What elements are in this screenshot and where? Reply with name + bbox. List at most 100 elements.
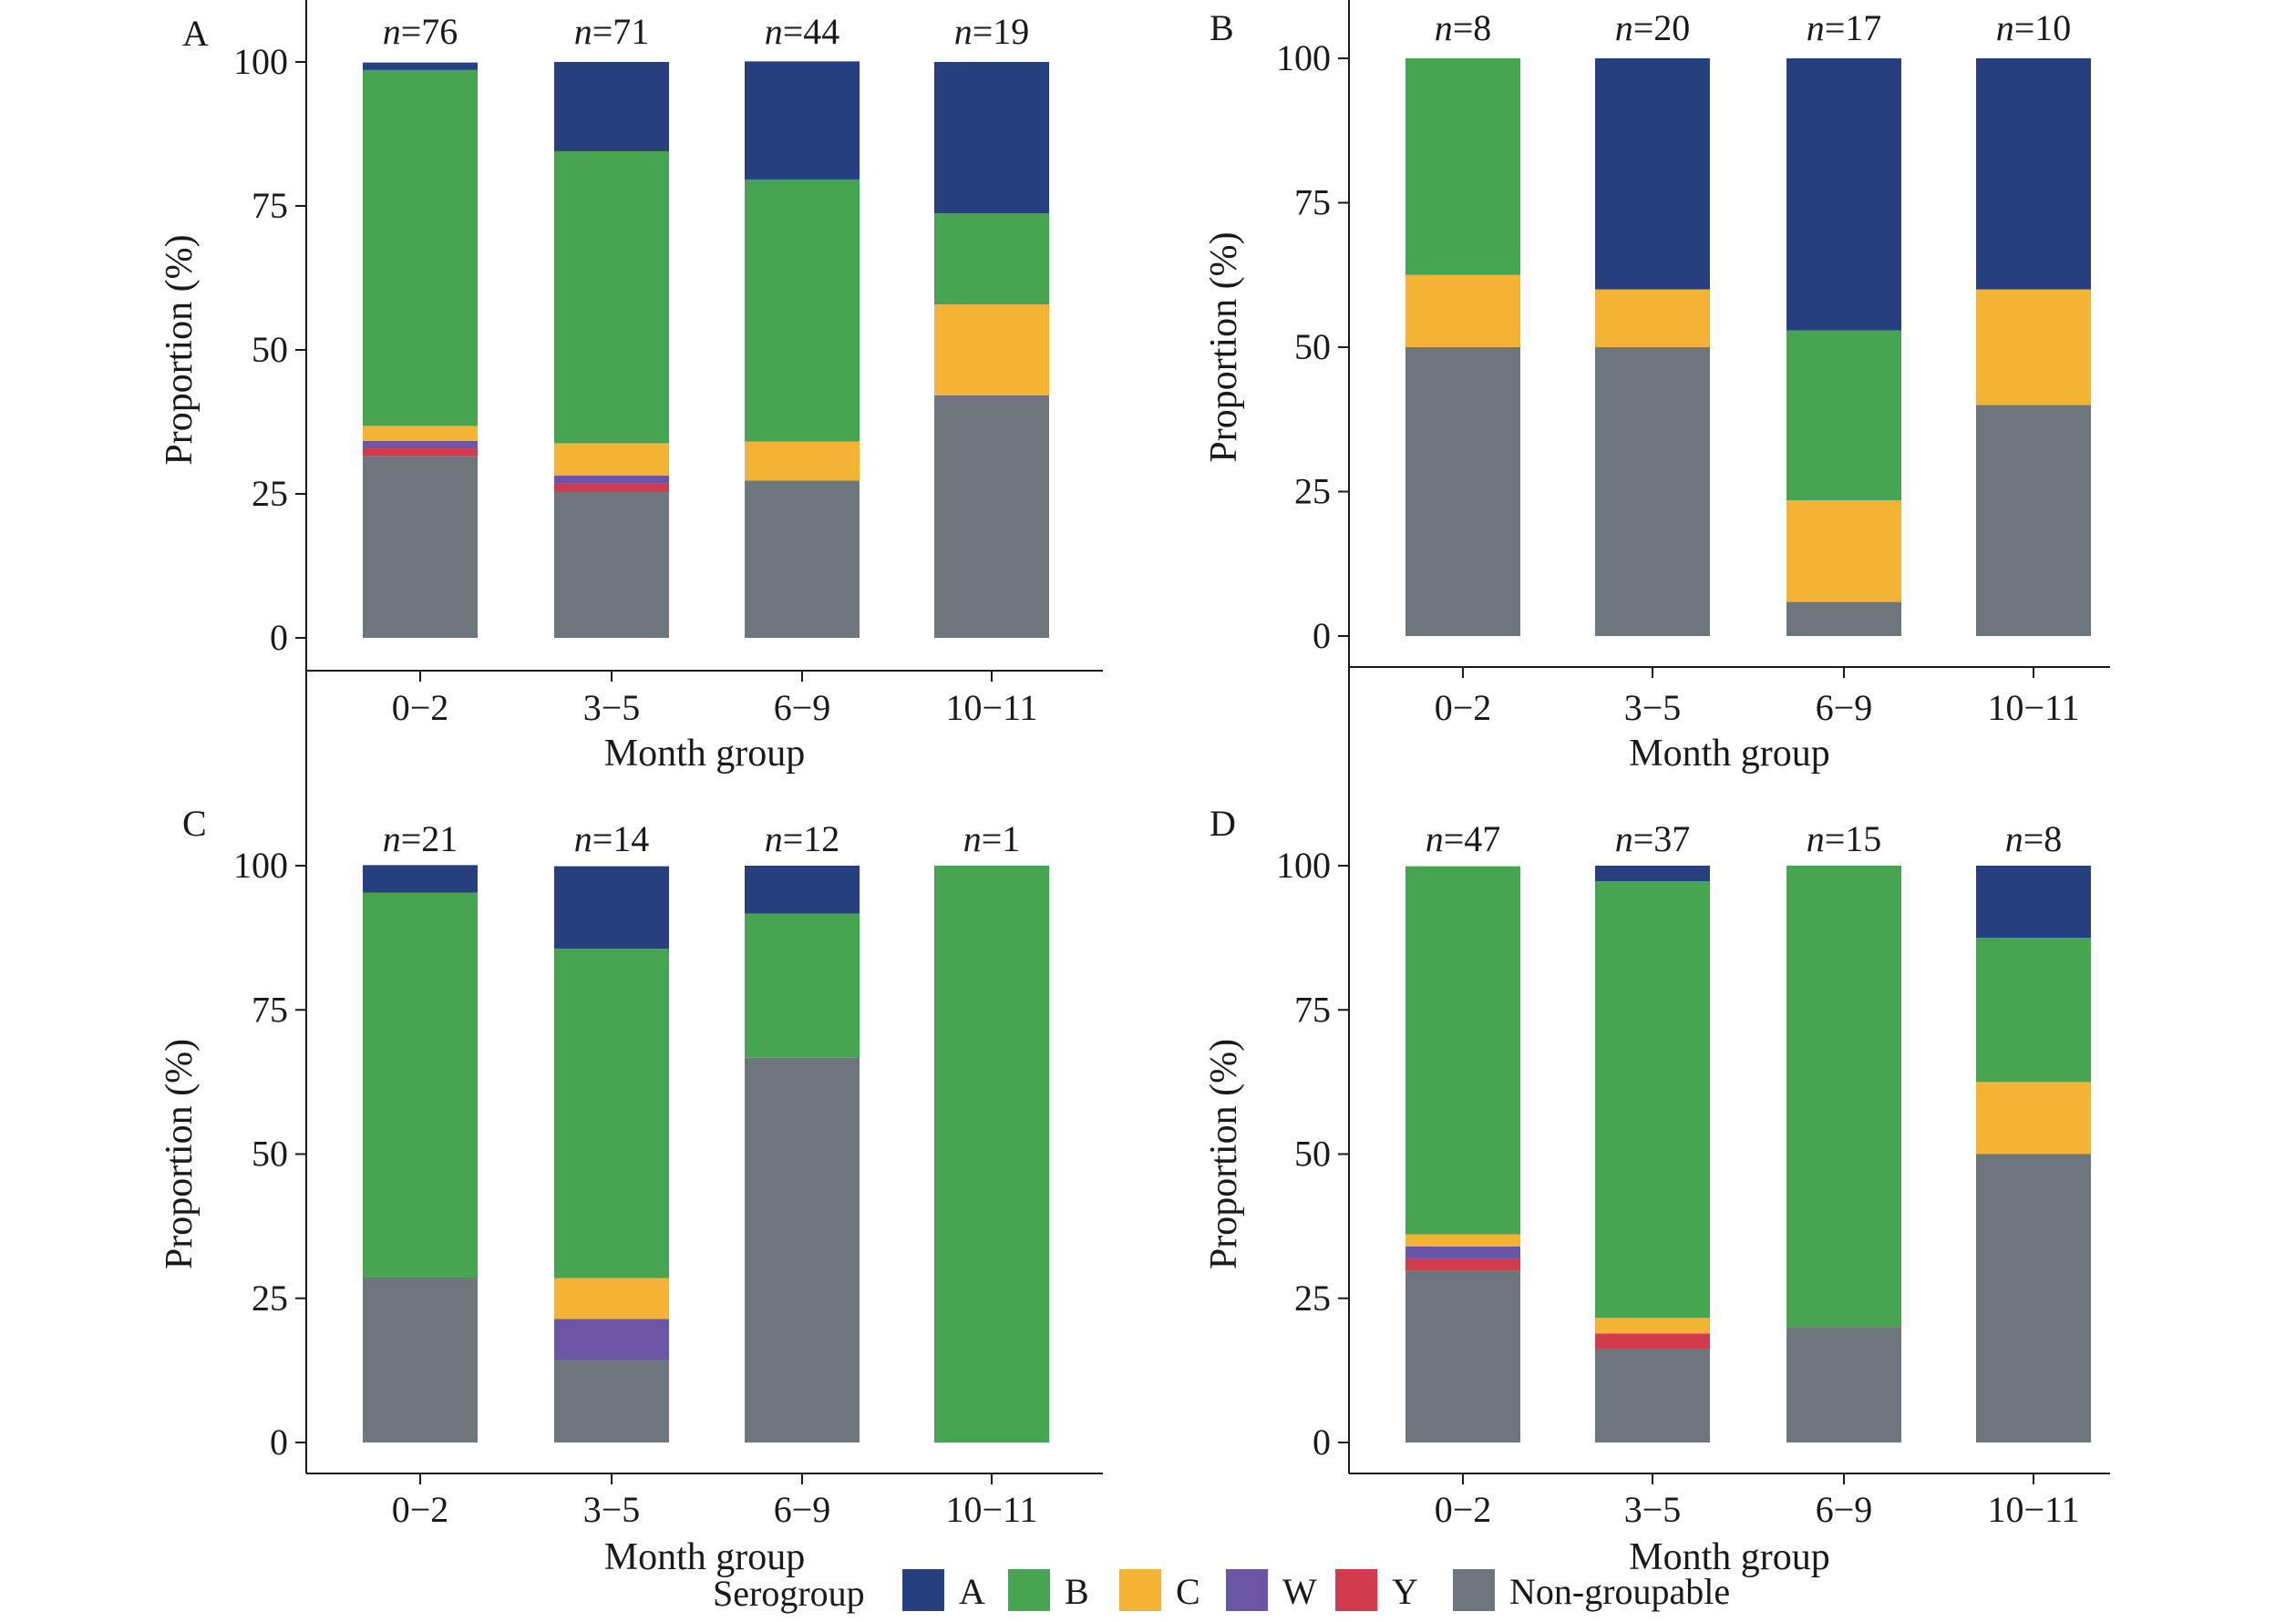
x-tick-label: 6−9 — [774, 687, 831, 728]
panel-letter: A — [182, 13, 209, 54]
x-axis-title: Month group — [604, 733, 806, 775]
bar-segment-non-groupable-0-2 — [363, 1277, 478, 1442]
legend: Serogroup A B C W Y Non-groupable — [713, 1569, 1730, 1614]
sample-size-label: n=8 — [2005, 818, 2063, 859]
bar-segment-b-3-5 — [1595, 881, 1710, 1319]
sample-size-label: n=71 — [574, 11, 650, 52]
bar-segment-non-groupable-10-11 — [1976, 405, 2091, 636]
y-axis-title: Proportion (%) — [1203, 231, 1245, 462]
bar-segment-non-groupable-0-2 — [1405, 1270, 1520, 1442]
legend-swatch-y — [1335, 1569, 1377, 1611]
bar-segment-non-groupable-6-9 — [1786, 601, 1901, 636]
y-tick-label: 50 — [1294, 326, 1331, 367]
y-tick-label: 75 — [252, 185, 288, 226]
bar-segment-w-3-5 — [554, 1319, 669, 1360]
y-tick-label: 0 — [270, 1422, 288, 1463]
bar-segment-c-3-5 — [1595, 289, 1710, 347]
legend-label-w: W — [1282, 1571, 1317, 1612]
bar-segment-c-0-2 — [1405, 1234, 1520, 1247]
x-tick-label: 6−9 — [1816, 687, 1873, 728]
bar-segment-c-3-5 — [554, 1278, 669, 1319]
panel-letter: C — [182, 803, 207, 844]
bar-segment-y-3-5 — [554, 483, 669, 492]
panel-letter: D — [1210, 803, 1236, 844]
y-tick-label: 100 — [1276, 37, 1331, 78]
y-tick-label: 100 — [1276, 845, 1331, 886]
sample-size-label: n=1 — [963, 818, 1021, 859]
sample-size-label: n=47 — [1426, 818, 1501, 859]
legend-swatch-a — [902, 1569, 944, 1611]
x-tick-label: 6−9 — [774, 1489, 831, 1530]
legend-label-non-groupable: Non-groupable — [1509, 1571, 1730, 1612]
bar-segment-b-6-9 — [1786, 866, 1901, 1328]
x-axis-title: Month group — [1629, 733, 1830, 775]
bar-segment-a-10-11 — [934, 62, 1049, 214]
bar-segment-b-0-2 — [1405, 866, 1520, 1235]
sample-size-label: n=37 — [1615, 818, 1691, 859]
x-tick-label: 0−2 — [1435, 1489, 1492, 1530]
bar-segment-b-6-9 — [1786, 330, 1901, 501]
y-tick-label: 75 — [252, 989, 288, 1030]
bar-segment-b-6-9 — [745, 179, 860, 442]
bar-segment-y-3-5 — [1595, 1333, 1710, 1350]
y-axis-title: Proportion (%) — [1203, 1039, 1245, 1269]
bar-segment-c-6-9 — [1786, 500, 1901, 602]
panel-letter: B — [1210, 7, 1234, 48]
x-tick-label: 10−11 — [1987, 687, 2079, 728]
x-tick-label: 3−5 — [1624, 687, 1682, 728]
legend-label-c: C — [1176, 1571, 1200, 1612]
sample-size-label: n=14 — [574, 818, 650, 859]
sample-size-label: n=20 — [1615, 7, 1691, 48]
bar-segment-non-groupable-3-5 — [554, 491, 669, 638]
legend-swatch-c — [1119, 1569, 1161, 1611]
bar-segment-w-0-2 — [1405, 1246, 1520, 1259]
bar-segment-c-3-5 — [1595, 1318, 1710, 1334]
legend-swatch-b — [1008, 1569, 1050, 1611]
y-tick-label: 50 — [1294, 1134, 1331, 1175]
bar-segment-a-6-9 — [745, 61, 860, 180]
bar-segment-non-groupable-6-9 — [745, 1057, 860, 1442]
bar-segment-w-0-2 — [363, 440, 478, 449]
bar-segment-a-6-9 — [745, 866, 860, 914]
bar-segment-y-0-2 — [363, 448, 478, 457]
bar-segment-non-groupable-10-11 — [934, 395, 1049, 638]
bar-segment-b-10-11 — [934, 213, 1049, 305]
bar-segment-a-3-5 — [554, 866, 669, 950]
bar-segment-a-10-11 — [1976, 58, 2091, 290]
y-tick-label: 0 — [1313, 1422, 1331, 1463]
bar-segment-b-3-5 — [554, 150, 669, 444]
y-tick-label: 25 — [1294, 471, 1331, 512]
bar-segment-c-10-11 — [1976, 289, 2091, 406]
y-tick-label: 50 — [252, 329, 288, 370]
bar-segment-b-0-2 — [363, 69, 478, 426]
bar-segment-y-0-2 — [1405, 1258, 1520, 1271]
x-tick-label: 10−11 — [945, 1489, 1037, 1530]
sample-size-label: n=12 — [765, 818, 840, 859]
bar-segment-non-groupable-10-11 — [1976, 1154, 2091, 1442]
x-tick-label: 0−2 — [392, 1489, 449, 1530]
x-tick-label: 10−11 — [1987, 1489, 2079, 1530]
y-tick-label: 100 — [233, 41, 288, 82]
y-axis-title: Proportion (%) — [159, 234, 201, 465]
legend-swatch-non-groupable — [1453, 1569, 1495, 1611]
sample-size-label: n=76 — [383, 11, 458, 52]
legend-label-b: B — [1065, 1571, 1089, 1612]
sample-size-label: n=19 — [954, 11, 1030, 52]
x-tick-label: 0−2 — [1435, 687, 1492, 728]
y-tick-label: 25 — [1294, 1278, 1331, 1319]
bar-segment-a-0-2 — [363, 62, 478, 70]
y-tick-label: 75 — [1294, 989, 1331, 1030]
bar-segment-c-10-11 — [934, 304, 1049, 395]
y-tick-label: 25 — [252, 473, 288, 514]
bar-segment-c-6-9 — [745, 441, 860, 481]
bar-segment-a-3-5 — [554, 62, 669, 151]
y-tick-label: 50 — [252, 1134, 288, 1175]
x-tick-label: 0−2 — [392, 687, 449, 728]
y-tick-label: 25 — [252, 1278, 288, 1319]
bar-segment-non-groupable-0-2 — [1405, 347, 1520, 636]
y-tick-label: 75 — [1294, 182, 1331, 223]
